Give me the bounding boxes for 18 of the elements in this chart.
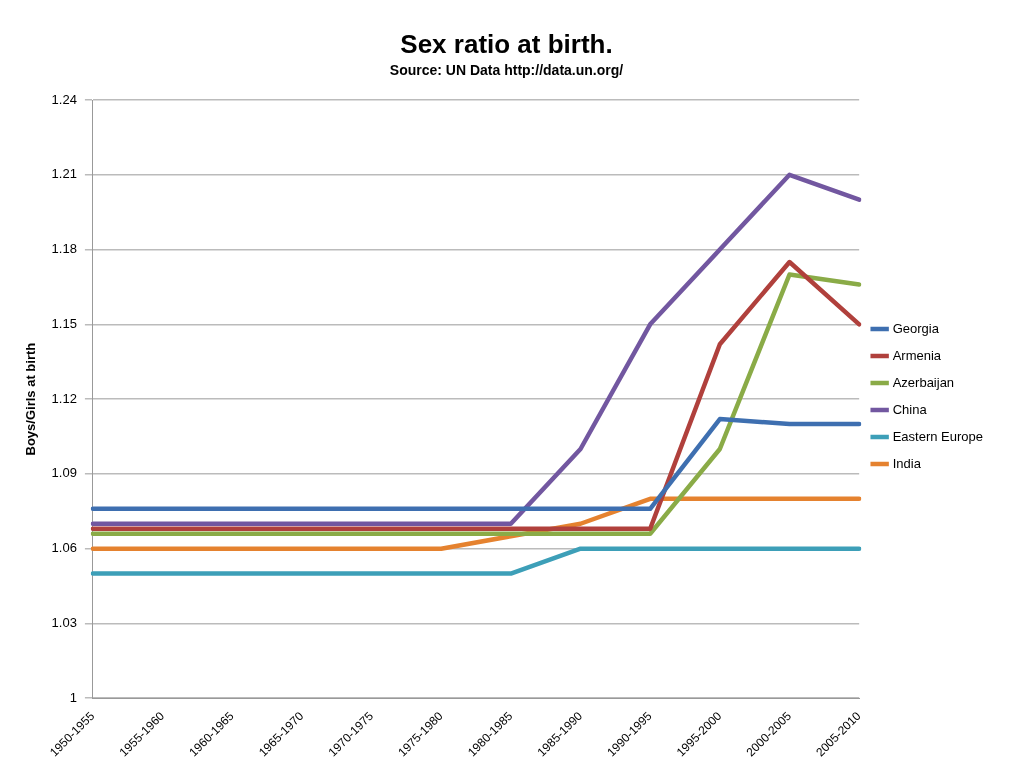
y-tick-label: 1.12 <box>51 390 77 406</box>
y-tick-label: 1.03 <box>51 615 77 631</box>
y-tick-label: 1.06 <box>51 540 77 556</box>
y-tick-label: 1.15 <box>51 315 77 331</box>
legend-label: Armenia <box>892 347 942 363</box>
chart-title: Sex ratio at birth. <box>400 28 613 59</box>
y-tick-label: 1.18 <box>51 241 77 257</box>
y-tick-label: 1.09 <box>51 465 77 481</box>
legend-label: India <box>892 455 922 471</box>
legend-label: China <box>892 401 928 417</box>
y-tick-label: 1.21 <box>51 166 77 182</box>
y-tick-label: 1.24 <box>51 91 77 107</box>
legend-label: Azerbaijan <box>892 374 955 390</box>
y-axis-title: Boys/Girls at birth <box>23 342 39 456</box>
legend-label: Georgia <box>892 320 940 336</box>
y-tick-label: 1 <box>69 689 77 705</box>
legend-label: Eastern Europe <box>892 428 984 444</box>
chart-subtitle: Source: UN Data http://data.un.org/ <box>389 62 624 79</box>
